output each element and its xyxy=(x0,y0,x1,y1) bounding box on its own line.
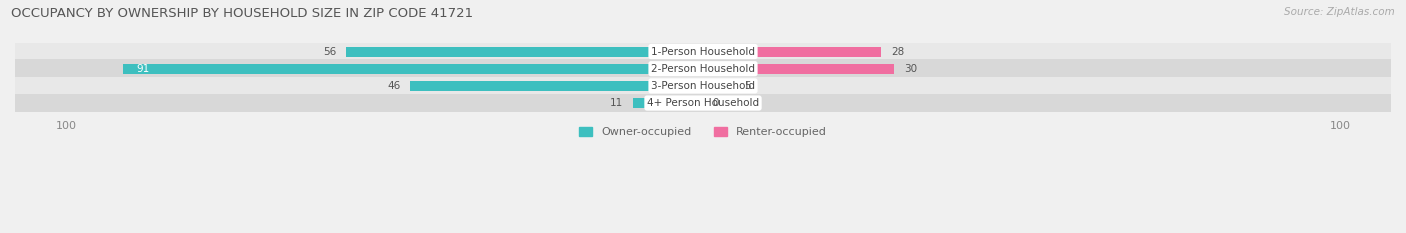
Text: 4+ Person Household: 4+ Person Household xyxy=(647,98,759,108)
Bar xyxy=(3,59,1403,78)
Text: 28: 28 xyxy=(891,47,904,57)
Text: 56: 56 xyxy=(323,47,336,57)
Bar xyxy=(411,81,703,91)
Legend: Owner-occupied, Renter-occupied: Owner-occupied, Renter-occupied xyxy=(575,122,831,142)
Bar xyxy=(703,47,882,57)
Text: 46: 46 xyxy=(387,81,401,91)
Bar xyxy=(346,47,703,57)
Text: OCCUPANCY BY OWNERSHIP BY HOUSEHOLD SIZE IN ZIP CODE 41721: OCCUPANCY BY OWNERSHIP BY HOUSEHOLD SIZE… xyxy=(11,7,474,20)
Text: 3-Person Household: 3-Person Household xyxy=(651,81,755,91)
Bar xyxy=(703,64,894,74)
Bar xyxy=(703,81,735,91)
Text: 30: 30 xyxy=(904,64,917,74)
Bar xyxy=(3,77,1403,95)
Text: 91: 91 xyxy=(136,64,149,74)
Text: 2-Person Household: 2-Person Household xyxy=(651,64,755,74)
Bar xyxy=(3,94,1403,112)
Text: 0: 0 xyxy=(713,98,718,108)
Bar xyxy=(633,98,703,108)
Text: 11: 11 xyxy=(610,98,623,108)
Text: 5: 5 xyxy=(744,81,751,91)
Bar xyxy=(124,64,703,74)
Text: Source: ZipAtlas.com: Source: ZipAtlas.com xyxy=(1284,7,1395,17)
Bar xyxy=(3,42,1403,61)
Text: 1-Person Household: 1-Person Household xyxy=(651,47,755,57)
